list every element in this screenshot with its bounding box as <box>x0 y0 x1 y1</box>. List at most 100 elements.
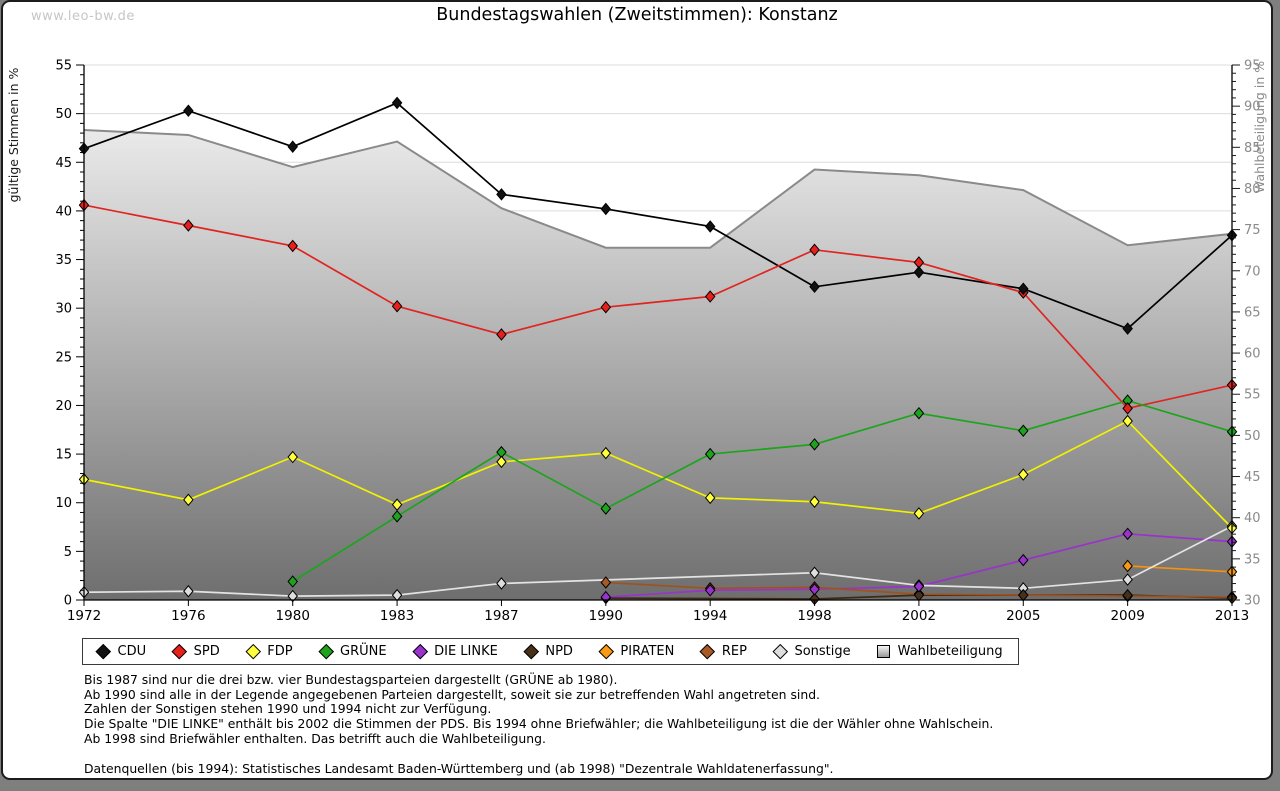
left-tick-label: 30 <box>55 302 72 317</box>
chart-page: www.leo-bw.de Bundestagswahlen (Zweitsti… <box>1 0 1273 780</box>
marker-PIRATEN <box>1122 559 1133 573</box>
right-tick-label: 85 <box>1244 141 1261 156</box>
marker-SPD <box>183 219 194 232</box>
marker-Sonstige <box>183 584 194 598</box>
series-line-Sonstige <box>83 525 1233 597</box>
legend-item-SPD: SPD <box>171 644 220 659</box>
legend-label: PIRATEN <box>620 644 675 659</box>
marker-GRÜNE <box>913 406 925 420</box>
right-tick-label: 35 <box>1244 552 1261 567</box>
right-tick-label: 55 <box>1244 388 1261 403</box>
right-tick-label: 70 <box>1244 264 1261 279</box>
turnout-area <box>83 129 1233 600</box>
footnote-line: Ab 1998 sind Briefwähler enthalten. Das … <box>84 730 546 746</box>
right-tick-label: 45 <box>1244 470 1261 485</box>
diamond-marker-icon <box>700 644 716 659</box>
legend-item-FDP: FDP <box>245 644 293 659</box>
marker-FDP <box>704 491 716 505</box>
left-axis-title: gültige Stimmen in % <box>6 67 21 202</box>
page-title: Bundestagswahlen (Zweitstimmen): Konstan… <box>436 5 838 25</box>
watermark: www.leo-bw.de <box>31 9 135 24</box>
marker-FDP <box>600 446 612 460</box>
marker-CDU <box>183 104 194 117</box>
turnout-area-border <box>83 129 1233 249</box>
right-tick-label: 75 <box>1244 223 1261 238</box>
legend-item-REP: REP <box>700 644 747 659</box>
series-line-PIRATEN <box>1127 565 1233 573</box>
election-line-chart: 0 5 10 15 20 25 30 35 40 45 50 55 30 35 40 45 50 55 60 65 70… <box>6 59 1267 625</box>
x-tick-label: 1987 <box>484 608 518 624</box>
x-tick-label: 1990 <box>589 608 623 624</box>
marker-DIE LINKE <box>913 580 925 593</box>
diamond-marker-icon <box>772 644 788 659</box>
right-tick-label: 65 <box>1244 305 1261 320</box>
marker-SPD <box>391 299 403 313</box>
legend-label: Wahlbeteiligung <box>897 644 1003 659</box>
x-tick-label: 2005 <box>1006 608 1040 624</box>
marker-CDU <box>809 280 820 294</box>
x-tick-label: 1998 <box>797 608 831 624</box>
marker-CDU <box>704 220 716 233</box>
legend-label: SPD <box>193 644 220 659</box>
legend-label: REP <box>721 644 747 659</box>
marker-DIE LINKE <box>1122 527 1133 541</box>
left-tick-label: 10 <box>55 496 72 511</box>
legend-item-NPD: NPD <box>523 644 573 659</box>
legend-item-GRÜNE: GRÜNE <box>318 644 387 659</box>
axes: 0 5 10 15 20 25 30 35 40 45 50 55 30 35 40 45 50 55 60 65 70… <box>55 59 1260 625</box>
marker-FDP <box>1018 468 1029 481</box>
marker-Sonstige <box>496 577 507 590</box>
marker-CDU <box>1122 322 1133 335</box>
turnout-area-fill <box>84 130 1232 600</box>
marker-FDP <box>183 493 194 507</box>
marker-CDU <box>287 140 298 153</box>
left-tick-label: 45 <box>55 156 72 171</box>
diamond-marker-icon <box>318 644 334 659</box>
x-tick-label: 2002 <box>902 608 936 624</box>
marker-REP <box>600 576 612 589</box>
diamond-marker-icon <box>523 644 539 659</box>
right-tick-label: 90 <box>1244 100 1261 115</box>
diamond-marker-icon <box>171 644 187 659</box>
legend-label: NPD <box>545 644 573 659</box>
marker-CDU <box>600 202 612 216</box>
diamond-marker-icon <box>598 644 614 659</box>
series-line-CDU <box>83 101 1233 330</box>
left-tick-label: 40 <box>55 204 72 219</box>
footnote-line: Bis 1987 sind nur die drei bzw. vier Bun… <box>84 672 618 687</box>
marker-GRÜNE <box>600 502 612 515</box>
marker-CDU <box>496 188 507 201</box>
marker-SPD <box>809 243 820 257</box>
right-tick-label: 60 <box>1244 347 1261 362</box>
legend-item-PIRATEN: PIRATEN <box>598 644 675 659</box>
x-tick-label: 1980 <box>276 608 310 624</box>
right-tick-label: 80 <box>1244 182 1261 197</box>
marker-DIE LINKE <box>704 583 716 597</box>
marker-FDP <box>913 507 925 520</box>
right-tick-label: 50 <box>1244 429 1261 444</box>
footnotes: Bis 1987 sind nur die drei bzw. vier Bun… <box>84 672 993 776</box>
footnote-line: Ab 1990 sind alle in der Legende angegeb… <box>84 686 820 702</box>
footnote-lines: Bis 1987 sind nur die drei bzw. vier Bun… <box>84 672 993 747</box>
left-tick-label: 50 <box>55 107 72 122</box>
right-tick-label: 95 <box>1244 59 1261 74</box>
marker-SPD <box>1122 402 1133 415</box>
legend-label: Sonstige <box>794 644 851 659</box>
x-tick-label: 2013 <box>1215 608 1249 624</box>
x-tick-label: 1972 <box>67 608 101 624</box>
x-tick-label: 1983 <box>380 608 414 624</box>
x-tick-label: 1994 <box>693 608 727 624</box>
marker-FDP <box>391 498 403 511</box>
marker-FDP <box>809 495 820 509</box>
series-line-FDP <box>83 419 1233 529</box>
marker-FDP <box>496 455 507 469</box>
marker-Sonstige <box>809 566 820 580</box>
marker-FDP <box>287 450 298 464</box>
legend-item-Wahlbeteiligung: Wahlbeteiligung <box>876 644 1003 659</box>
right-tick-label: 40 <box>1244 511 1261 526</box>
marker-GRÜNE <box>704 447 716 461</box>
series-markers <box>78 96 1238 606</box>
left-tick-label: 20 <box>55 399 72 414</box>
marker-CDU <box>913 265 925 279</box>
diamond-marker-icon <box>245 644 261 659</box>
